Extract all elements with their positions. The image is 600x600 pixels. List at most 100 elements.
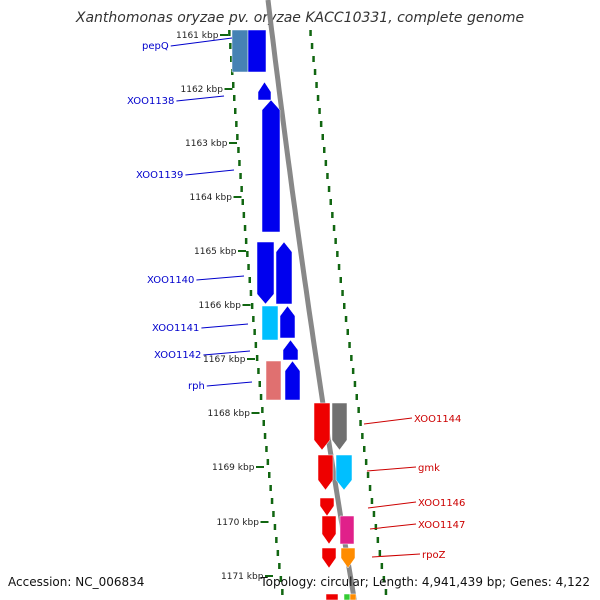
dot-mark — [235, 121, 238, 127]
gene-arrow-xoo1147 — [321, 515, 337, 545]
dot-mark — [266, 459, 270, 465]
gene-labels: pepQ XOO1138 XOO1139 XOO1140 XOO1141 XOO1142 r… — [127, 37, 465, 561]
dot-mark — [258, 381, 261, 387]
dot-mark — [313, 69, 317, 75]
tick-label: 1165 kbp — [194, 247, 237, 257]
gene-leader-line — [196, 275, 245, 281]
dot-mark — [326, 173, 329, 179]
dot-mark — [374, 524, 378, 530]
dot-mark — [341, 290, 344, 296]
gene-label: XOO1140 — [147, 275, 194, 286]
dot-mark — [318, 108, 321, 114]
gene-arrow — [349, 593, 357, 600]
gene-arrow-xoo1142 — [282, 339, 299, 361]
gene-label: rph — [188, 381, 205, 392]
dot-mark — [351, 368, 355, 374]
gene-arrow-rph — [265, 360, 282, 401]
dot-mark — [233, 95, 236, 101]
dot-mark — [357, 407, 360, 413]
dot-mark — [281, 589, 284, 595]
tick-label: 1161 kbp — [176, 31, 219, 41]
dot-mark — [252, 316, 255, 322]
gene-arrow — [279, 305, 296, 339]
gene-arrow-pepq — [231, 29, 249, 73]
gene-arrow-xoo1138 — [257, 81, 272, 101]
dot-mark — [380, 563, 384, 569]
tick-label: 1162 kbp — [181, 85, 224, 95]
dot-mark — [337, 264, 341, 270]
dot-mark — [265, 446, 268, 452]
gene-arrow — [247, 29, 267, 73]
dot-mark — [353, 381, 357, 387]
tick-label: 1169 kbp — [212, 463, 255, 473]
gene-arrow — [275, 241, 293, 305]
dot-mark — [316, 95, 320, 101]
dot-mark — [334, 238, 337, 244]
gene-leader-line — [185, 169, 235, 176]
tick-label: 1170 kbp — [217, 518, 260, 528]
dot-mark — [254, 342, 258, 348]
gene-leader-line — [363, 417, 413, 425]
gene-label: XOO1141 — [152, 323, 199, 334]
dot-mark — [336, 251, 339, 257]
accession-text: Accession: NC_006834 — [8, 575, 145, 589]
dot-mark — [234, 108, 237, 114]
dot-mark — [276, 550, 280, 556]
left-dotted-guide — [228, 30, 284, 595]
gene-label: gmk — [418, 463, 440, 474]
gene-leader-line — [170, 37, 233, 47]
dot-mark — [247, 264, 250, 270]
gene-label: XOO1142 — [154, 350, 201, 361]
gene-label: XOO1138 — [127, 96, 174, 107]
genome-summary-text: Topology: circular; Length: 4,941,439 bp… — [260, 575, 590, 589]
gene-label: rpoZ — [422, 550, 446, 561]
tick-label: 1164 kbp — [190, 193, 233, 203]
dot-mark — [324, 160, 328, 166]
gene-arrow-xoo1141 — [261, 305, 279, 341]
gene-label: XOO1147 — [418, 520, 465, 531]
gene-arrow — [343, 593, 351, 600]
gene-arrow — [335, 454, 353, 491]
dot-mark — [359, 420, 362, 426]
dot-mark — [269, 485, 272, 491]
dot-mark — [344, 316, 348, 322]
dot-mark — [343, 303, 346, 309]
dot-mark — [229, 43, 232, 49]
gene-arrow-xoo1144 — [313, 402, 331, 451]
dot-mark — [241, 199, 244, 205]
dot-mark — [228, 30, 231, 36]
dot-mark — [327, 186, 331, 192]
dot-mark — [355, 394, 358, 400]
dot-mark — [319, 121, 323, 127]
genome-backbone — [265, 0, 357, 600]
dot-mark — [246, 251, 249, 257]
right-dotted-guide — [309, 30, 388, 595]
dot-mark — [323, 147, 326, 153]
dot-mark — [364, 459, 368, 465]
dot-mark — [366, 472, 370, 478]
gene-arrow-rpoz — [321, 547, 337, 569]
dot-mark — [261, 407, 264, 413]
dot-mark — [350, 355, 353, 361]
gene-leader-line — [367, 501, 417, 509]
dot-mark — [361, 433, 364, 439]
tick-label: 1163 kbp — [185, 139, 228, 149]
dot-mark — [257, 368, 260, 374]
dot-mark — [262, 420, 265, 426]
gene-label: XOO1139 — [136, 170, 183, 181]
dot-mark — [244, 238, 248, 244]
map-title: Xanthomonas oryzae pv. oryzae KACC10331,… — [75, 10, 525, 26]
dot-mark — [249, 290, 253, 296]
tick-label: 1171 kbp — [221, 572, 264, 582]
dot-mark — [268, 472, 271, 478]
dot-mark — [236, 134, 239, 140]
feature-arrows — [231, 29, 357, 600]
dot-mark — [384, 589, 388, 595]
dot-mark — [243, 225, 247, 231]
gene-label: pepQ — [142, 41, 169, 52]
gene-label: XOO1146 — [418, 498, 465, 509]
gene-arrow-xoo1140 — [256, 241, 275, 305]
dot-mark — [275, 537, 278, 543]
dot-mark — [315, 82, 318, 88]
dot-mark — [248, 277, 251, 283]
